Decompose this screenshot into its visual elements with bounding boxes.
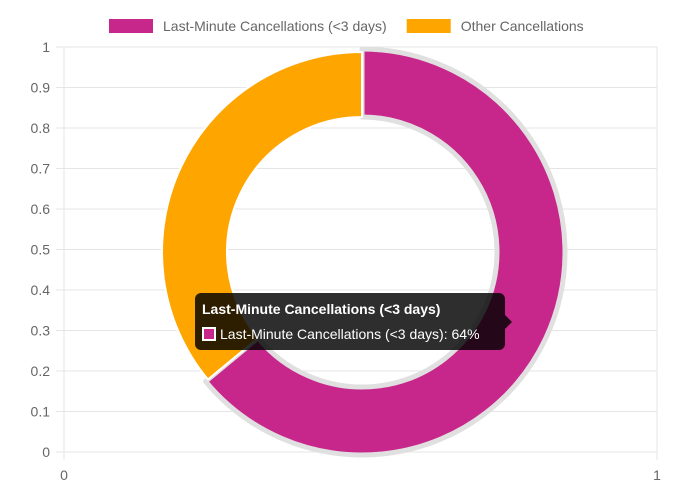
legend: Last-Minute Cancellations (<3 days) Other… — [109, 18, 584, 34]
tooltip-swatch — [204, 329, 214, 339]
x-tick-label: 0 — [60, 467, 68, 483]
y-tick-label: 0 — [42, 444, 50, 460]
y-tick-label: 0.3 — [31, 323, 51, 339]
tooltip-title: Last-Minute Cancellations (<3 days) — [202, 301, 440, 317]
y-tick-label: 1 — [42, 39, 50, 55]
slice-last-minute-cancellations-3-days[interactable] — [203, 46, 568, 458]
y-tick-label: 0.4 — [31, 282, 51, 298]
y-tick-label: 0.5 — [31, 242, 51, 258]
legend-item[interactable]: Other Cancellations — [406, 18, 584, 34]
legend-swatch — [109, 19, 153, 33]
y-tick-label: 0.9 — [31, 80, 51, 96]
gridlines — [56, 46, 658, 460]
legend-label: Other Cancellations — [461, 18, 584, 34]
tooltip-body: Last-Minute Cancellations (<3 days): 64% — [220, 326, 480, 342]
y-axis-ticks: 1 0.9 0.8 0.7 0.6 0.5 0.4 0.3 0.2 0.1 0 — [31, 39, 51, 460]
doughnut-slices — [161, 46, 568, 458]
y-tick-label: 0.6 — [31, 201, 51, 217]
tooltip: Last-Minute Cancellations (<3 days) Last-… — [195, 293, 512, 350]
tooltip-box — [195, 293, 505, 350]
legend-item[interactable]: Last-Minute Cancellations (<3 days) — [109, 18, 387, 34]
y-tick-label: 0.2 — [31, 363, 51, 379]
y-tick-label: 0.1 — [31, 404, 51, 420]
y-tick-label: 0.7 — [31, 161, 51, 177]
tooltip-caret — [505, 315, 512, 329]
x-tick-label: 1 — [653, 467, 661, 483]
legend-swatch — [406, 19, 451, 33]
y-tick-label: 0.8 — [31, 120, 51, 136]
legend-label: Last-Minute Cancellations (<3 days) — [163, 18, 387, 34]
